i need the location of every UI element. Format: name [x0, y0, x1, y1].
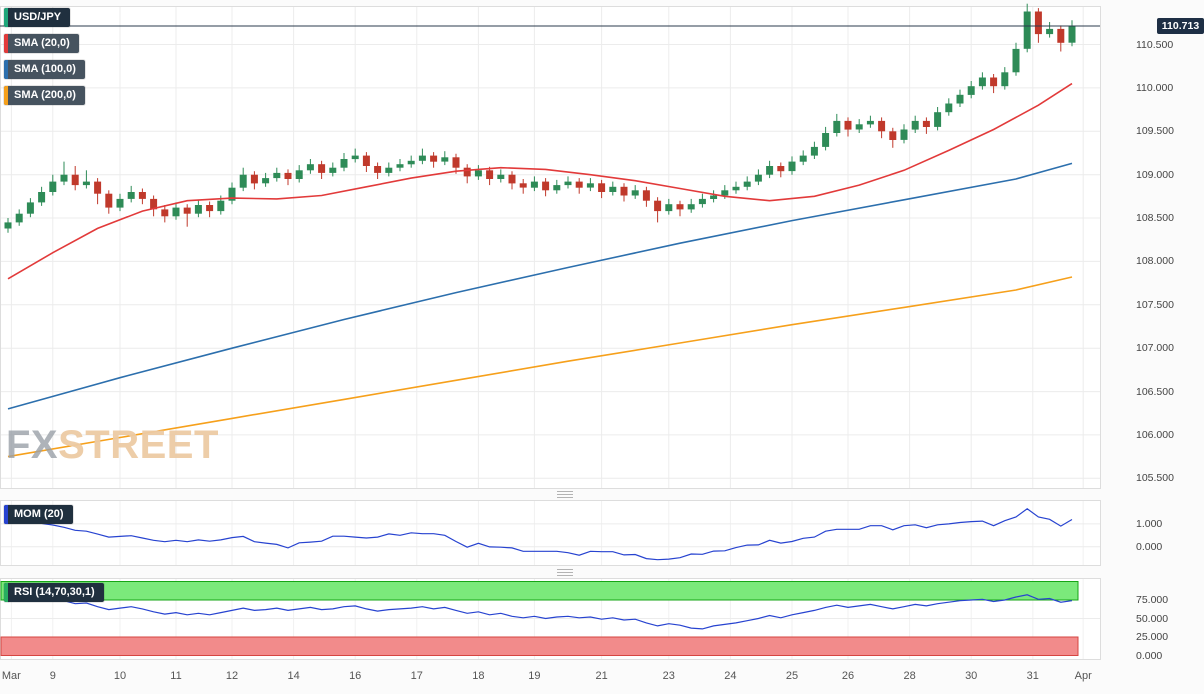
x-axis-label: Apr [1074, 670, 1092, 682]
mom-axis-label: 1.000 [1136, 517, 1163, 530]
x-axis-label: 19 [528, 670, 541, 682]
price-axis-label: 108.500 [1136, 212, 1174, 225]
x-axis-label: 17 [410, 670, 423, 682]
x-axis-label: 23 [662, 670, 675, 682]
rsi-axis-label: 0.000 [1136, 649, 1163, 662]
x-axis-label: 18 [472, 670, 485, 682]
price-axis-label: 108.000 [1136, 255, 1174, 268]
watermark-fx: FX [6, 423, 59, 467]
legend-badge-label: USD/JPY [14, 11, 62, 23]
legend-accent-bar [4, 505, 8, 524]
price-axis-label: 110.500 [1136, 38, 1174, 51]
legend-badge[interactable]: SMA (100,0) [4, 60, 85, 79]
rsi-indicator-badge[interactable]: RSI (14,70,30,1) [4, 583, 104, 602]
x-axis-label: 26 [841, 670, 855, 682]
fxstreet-watermark: FXSTREET [6, 424, 219, 466]
x-axis-label: 16 [349, 670, 362, 682]
panel-resize-handle[interactable] [557, 491, 573, 498]
price-axis-label: 107.000 [1136, 342, 1174, 355]
rsi-axis-label: 25.000 [1136, 631, 1169, 643]
price-axis-label: 109.000 [1136, 168, 1174, 181]
x-axis-label: 31 [1026, 670, 1039, 682]
legend-accent-bar [4, 86, 8, 105]
legend-badge-label: MOM (20) [14, 508, 64, 520]
legend-badge[interactable]: SMA (20,0) [4, 34, 79, 53]
x-axis-label: 24 [724, 670, 737, 682]
legend-badge-label: SMA (20,0) [14, 37, 70, 49]
x-axis-label: 30 [965, 670, 978, 682]
price-axis-label: 107.500 [1136, 298, 1174, 311]
legend-badge-label: SMA (100,0) [14, 63, 76, 75]
mom-indicator-badge[interactable]: MOM (20) [4, 505, 73, 524]
x-axis-label: 12 [225, 670, 239, 682]
legend-badge-label: RSI (14,70,30,1) [14, 586, 95, 598]
x-axis-label: 28 [903, 670, 916, 682]
x-axis-label: 25 [785, 670, 799, 682]
legend-accent-bar [4, 60, 8, 79]
rsi-axis-label: 75.000 [1136, 594, 1169, 606]
price-axis-label: 106.500 [1136, 385, 1174, 398]
last-price-badge: 110.713 [1157, 18, 1204, 35]
x-axis-label: 21 [595, 670, 608, 682]
legend-accent-bar [4, 34, 8, 53]
legend-badge-label: SMA (200,0) [14, 89, 76, 101]
rsi-axis-label: 50.000 [1136, 612, 1169, 625]
x-axis-label: 11 [170, 670, 182, 682]
price-axis-label: 109.500 [1136, 125, 1174, 138]
x-axis-label: 10 [113, 670, 127, 682]
legend: USD/JPY SMA (20,0) SMA (100,0) SMA (200,0) [4, 8, 85, 105]
watermark-street: STREET [58, 423, 219, 467]
x-axis-label: 14 [287, 670, 300, 682]
legend-accent-bar [4, 8, 8, 27]
price-axis-label: 106.000 [1136, 428, 1174, 441]
legend-badge[interactable]: SMA (200,0) [4, 86, 85, 105]
x-axis-label: Mar [1, 670, 21, 682]
price-axis-label: 110.000 [1136, 81, 1174, 94]
legend-accent-bar [4, 583, 8, 602]
panel-resize-handle[interactable] [557, 569, 573, 576]
x-axis-label: 9 [49, 670, 56, 682]
price-axis-label: 105.500 [1136, 472, 1174, 485]
mom-axis-label: 0.000 [1136, 540, 1163, 553]
legend-badge[interactable]: USD/JPY [4, 8, 71, 27]
